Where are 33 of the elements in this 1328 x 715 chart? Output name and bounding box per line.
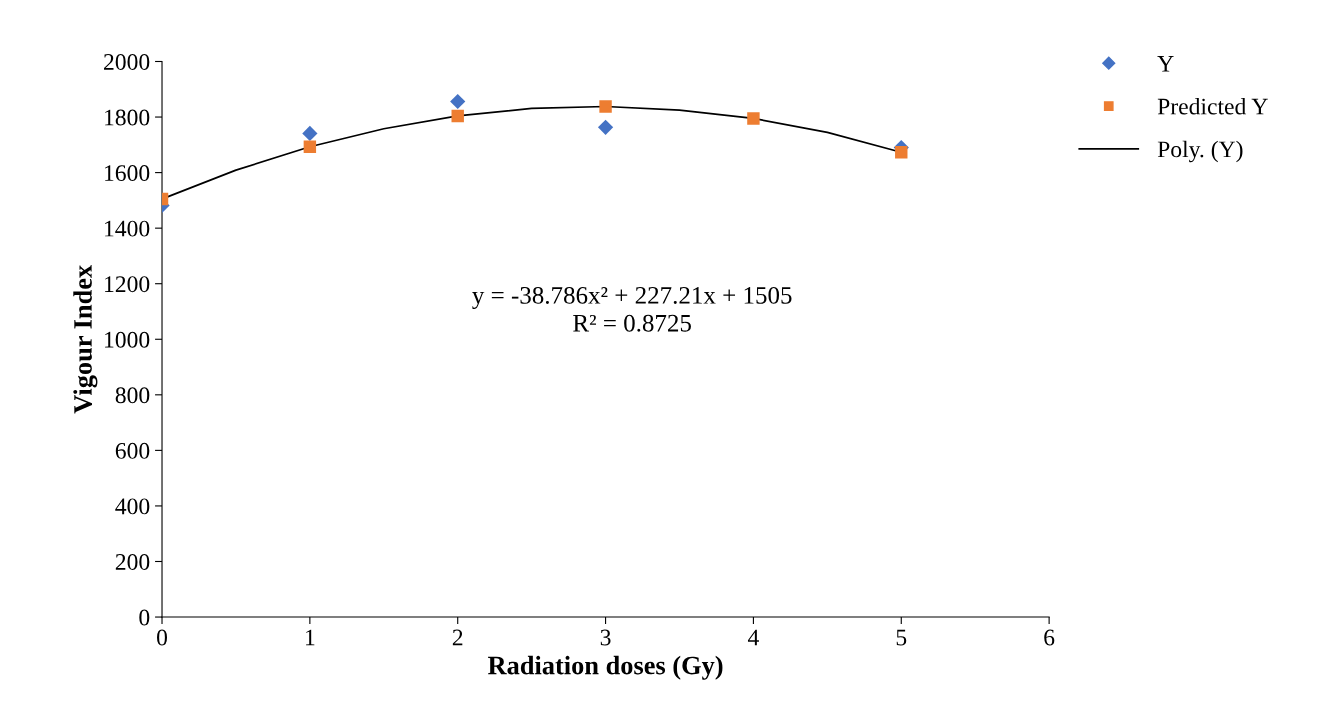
x-tick-label: 1	[306, 629, 315, 646]
annotation: y = -38.786x² + 227.21x + 1505	[472, 286, 792, 309]
annotation: R² = 0.8725	[573, 314, 691, 332]
y-tick-label: 600	[115, 442, 150, 459]
x-tick-label: 5	[896, 629, 907, 646]
point	[303, 140, 317, 153]
point	[302, 125, 318, 142]
legend-label: Y	[1157, 56, 1174, 72]
y-tick-label: 200	[115, 553, 150, 570]
legend-label: Poly. (Y)	[1157, 140, 1243, 163]
x-tick-label: 2	[452, 629, 463, 646]
y-tick-label: 1000	[105, 331, 150, 348]
y-tick-label: 1600	[105, 165, 150, 182]
x-tick-label: 0	[157, 629, 168, 646]
y-tick-label: 1400	[105, 220, 150, 237]
point	[895, 146, 908, 159]
x-tick-label: 6	[1044, 629, 1055, 646]
point	[451, 109, 464, 123]
point	[747, 112, 760, 125]
legend-label: Predicted Y	[1157, 97, 1268, 115]
y-tick-label: 2000	[104, 53, 150, 70]
y-tick-label: 1800	[105, 109, 150, 126]
point	[597, 119, 614, 135]
point	[450, 93, 466, 110]
y-tick-label: 0	[139, 609, 150, 626]
x-tick-label: 3	[600, 629, 611, 646]
y-tick-label: 1200	[105, 276, 150, 293]
point	[599, 100, 612, 113]
y-axis-title: Vigour Index	[73, 264, 98, 414]
y-tick-label: 800	[115, 387, 150, 404]
x-tick-label: 4	[747, 629, 759, 646]
x-axis-title: Radiation doses (Gy)	[487, 655, 723, 680]
y-tick-label: 400	[115, 498, 150, 515]
